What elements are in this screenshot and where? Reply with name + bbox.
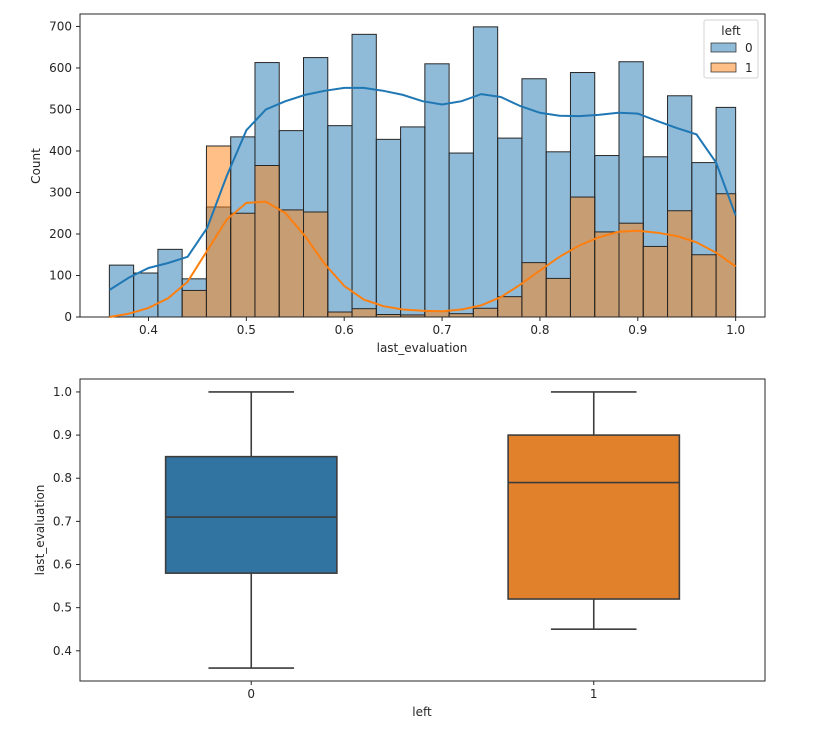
hist-bar-1-5 xyxy=(230,212,256,318)
box-y-tick-label: 0.5 xyxy=(53,601,72,615)
box-y-tick-label: 0.9 xyxy=(53,428,72,442)
hist-bar-1-23 xyxy=(667,210,693,318)
hist-bar-1-9 xyxy=(327,311,353,318)
hist-bar-1-11 xyxy=(375,314,402,318)
hist-bar-1-24 xyxy=(691,254,717,318)
hist-bar-1-14 xyxy=(448,313,474,318)
box-0 xyxy=(164,391,338,669)
y-tick-label: 100 xyxy=(49,268,72,282)
x-tick-label: 0.5 xyxy=(237,323,256,337)
x-tick-label: 0.9 xyxy=(628,323,647,337)
hist-bar-1-10 xyxy=(351,308,377,318)
legend-label-1: 1 xyxy=(745,61,753,75)
y-tick-label: 500 xyxy=(49,102,72,116)
hist-bar-1-20 xyxy=(594,231,620,318)
hist-bar-1-3 xyxy=(181,289,207,318)
histogram-series-1-bars xyxy=(181,145,737,318)
hist-bar-0-0 xyxy=(108,264,135,318)
hist-bar-0-15 xyxy=(472,26,499,318)
hist-bar-1-12 xyxy=(400,314,426,318)
box-x-tick-label: 1 xyxy=(590,687,598,701)
hist-bar-1-19 xyxy=(569,196,596,318)
hist-bar-1-18 xyxy=(545,277,571,318)
hist-bar-1-22 xyxy=(642,245,669,318)
box-y-axis-ticks: 0.4 0.5 0.6 0.7 0.8 0.9 1.0 xyxy=(53,385,80,658)
hist-bar-1-15 xyxy=(472,307,499,318)
hist-bar-0-10 xyxy=(351,33,377,318)
hist-bar-0-11 xyxy=(375,138,402,318)
box-body xyxy=(507,434,681,600)
y-tick-label: 200 xyxy=(49,227,72,241)
box-y-tick-label: 0.7 xyxy=(53,514,72,528)
legend: left 0 1 xyxy=(703,19,759,79)
box-x-axis-label: left xyxy=(412,705,432,719)
legend-swatch-0 xyxy=(710,42,737,53)
x-axis-label: last_evaluation xyxy=(377,341,468,355)
y-tick-label: 300 xyxy=(49,185,72,199)
y-axis-label: Count xyxy=(29,148,43,184)
kde-curve-0 xyxy=(108,86,737,291)
box-y-tick-label: 0.8 xyxy=(53,471,72,485)
box-plot-boxes xyxy=(164,391,681,669)
hist-bar-0-14 xyxy=(448,152,474,318)
x-tick-label: 0.6 xyxy=(335,323,354,337)
box-x-tick-label: 0 xyxy=(247,687,255,701)
box-y-tick-label: 0.4 xyxy=(53,644,72,658)
x-tick-label: 0.7 xyxy=(433,323,452,337)
box-1 xyxy=(507,391,681,631)
box-y-tick-label: 1.0 xyxy=(53,385,72,399)
hist-bar-1-21 xyxy=(618,222,644,318)
x-tick-label: 0.4 xyxy=(139,323,158,337)
x-tick-label: 0.8 xyxy=(530,323,549,337)
box-y-axis-label: last_evaluation xyxy=(33,485,47,576)
y-tick-label: 400 xyxy=(49,144,72,158)
hist-bar-0-1 xyxy=(133,272,159,318)
hist-bar-0-16 xyxy=(497,137,523,318)
hist-bar-1-17 xyxy=(521,262,547,318)
x-tick-label: 1.0 xyxy=(726,323,745,337)
legend-title: left xyxy=(721,24,741,38)
hist-bar-1-16 xyxy=(497,296,523,318)
legend-label-0: 0 xyxy=(745,41,753,55)
y-tick-label: 700 xyxy=(49,19,72,33)
hist-bar-1-8 xyxy=(303,211,329,318)
legend-swatch-1 xyxy=(710,62,737,73)
kde-curve-1 xyxy=(109,200,737,318)
histogram-chart: 0.4 0.5 0.6 0.7 0.8 0.9 1.0 0 100 200 300 400 500 60… xyxy=(29,13,766,355)
hist-bar-0-12 xyxy=(400,126,426,318)
hist-bar-1-7 xyxy=(278,209,305,318)
box-y-tick-label: 0.6 xyxy=(53,558,72,572)
y-tick-label: 600 xyxy=(49,61,72,75)
y-axis-ticks: 0 100 200 300 400 500 600 700 xyxy=(49,19,80,324)
x-axis-ticks: 0.4 0.5 0.6 0.7 0.8 0.9 1.0 xyxy=(139,317,745,337)
hist-bar-1-6 xyxy=(254,165,280,318)
hist-bar-1-25 xyxy=(715,193,737,318)
y-tick-label: 0 xyxy=(64,310,72,324)
box-body xyxy=(164,455,338,574)
